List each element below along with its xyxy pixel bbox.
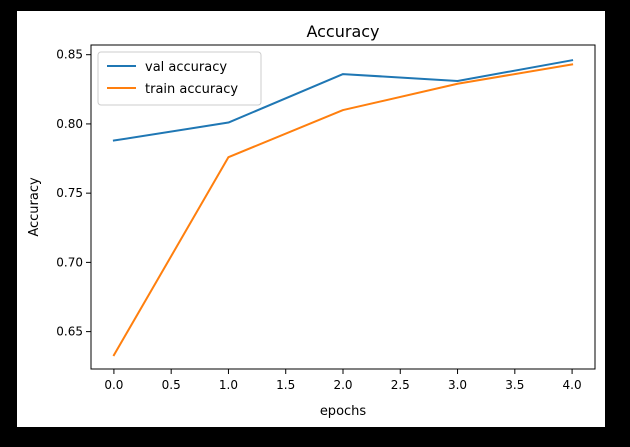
series-layer bbox=[112, 59, 574, 357]
legend-box bbox=[97, 51, 262, 106]
y-tick-label: 0.65 bbox=[56, 325, 83, 339]
x-axis: 0.0 0.5 1.0 1.5 2.0 2.5 3.0 3.5 4.0 bbox=[104, 369, 582, 392]
x-tick-label: 3.0 bbox=[448, 378, 467, 392]
x-tick-label: 0.0 bbox=[104, 378, 123, 392]
legend: val accuracy train accuracy bbox=[97, 51, 262, 106]
figure-panel: Accuracy 0.0 0.5 1.0 1.5 2.0 2.5 3.0 3.5 4.0 0.6… bbox=[17, 11, 605, 427]
x-tick-label: 1.5 bbox=[276, 378, 295, 392]
chart-title: Accuracy bbox=[306, 22, 379, 41]
legend-label: val accuracy bbox=[145, 60, 227, 75]
val-accuracy-line bbox=[112, 59, 574, 142]
x-tick-label: 4.0 bbox=[563, 378, 582, 392]
accuracy-chart: Accuracy 0.0 0.5 1.0 1.5 2.0 2.5 3.0 3.5 4.0 0.6… bbox=[27, 22, 596, 419]
y-tick-label: 0.85 bbox=[56, 48, 83, 62]
y-tick-label: 0.70 bbox=[56, 255, 83, 269]
x-tick-label: 0.5 bbox=[162, 378, 181, 392]
legend-label: train accuracy bbox=[145, 82, 238, 97]
y-tick-label: 0.75 bbox=[56, 186, 83, 200]
x-tick-label: 1.0 bbox=[219, 378, 238, 392]
train-accuracy-line bbox=[112, 63, 574, 357]
x-axis-label: epochs bbox=[320, 404, 367, 419]
y-tick-label: 0.80 bbox=[56, 117, 83, 131]
x-tick-label: 3.5 bbox=[505, 378, 524, 392]
y-axis-label: Accuracy bbox=[27, 177, 42, 237]
y-axis: 0.65 0.70 0.75 0.80 0.85 bbox=[56, 48, 91, 339]
x-tick-label: 2.0 bbox=[333, 378, 352, 392]
x-tick-label: 2.5 bbox=[391, 378, 410, 392]
